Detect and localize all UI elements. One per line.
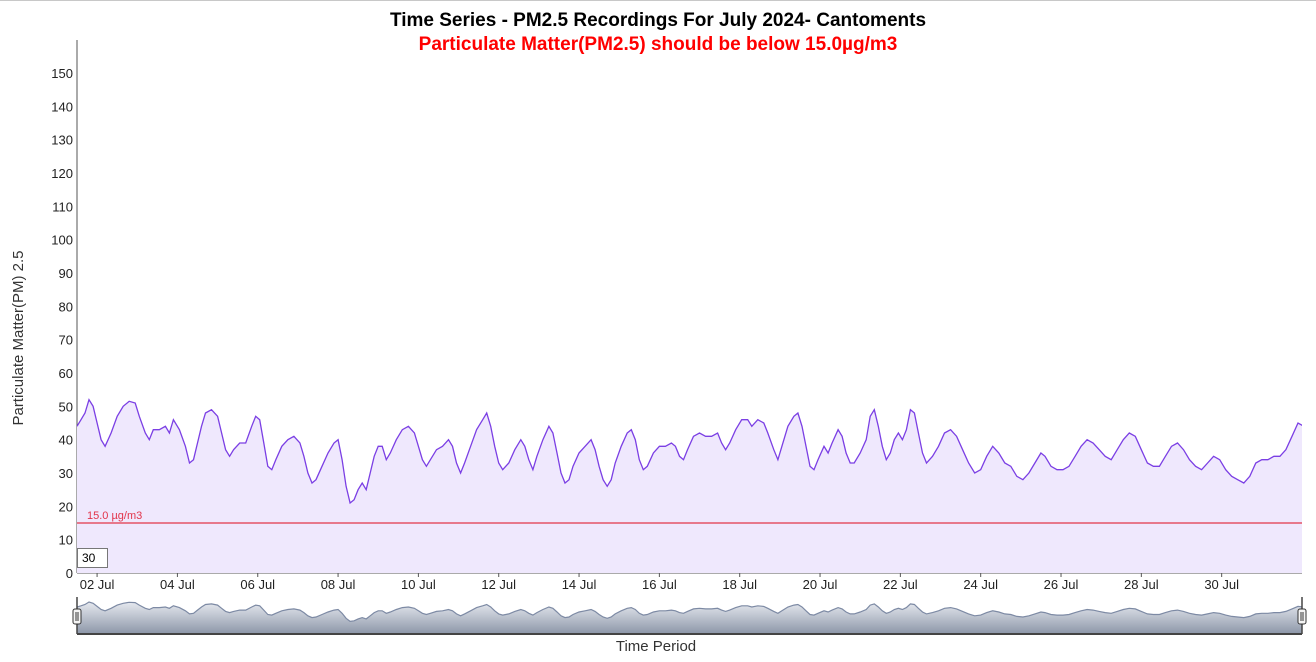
pm25-area [77,399,1302,573]
chart-subtitle: Particulate Matter(PM2.5) should be belo… [418,34,898,55]
x-tick-label: 18 Jul [722,577,757,592]
plot-area: 15.0 µg/m3 [77,398,1302,573]
x-tick-label: 06 Jul [240,577,275,592]
x-tick-label: 02 Jul [80,577,115,592]
x-axis-label: Time Period [616,638,696,655]
x-tick-label: 28 Jul [1124,577,1159,592]
range-input[interactable]: 30 [77,548,108,568]
x-tick-label: 04 Jul [160,577,195,592]
navigator-area [77,602,1302,634]
y-tick-label: 120 [51,166,73,181]
x-tick-label: 16 Jul [642,577,677,592]
pm25-line [77,398,1302,505]
chart-title: Time Series - PM2.5 Recordings For July … [389,10,927,31]
y-tick-label: 40 [59,433,73,448]
x-tick-label: 30 Jul [1204,577,1239,592]
x-tick-label: 24 Jul [963,577,998,592]
y-tick-label: 70 [59,333,73,348]
y-tick-label: 130 [51,133,73,148]
y-axis-label: Particulate Matter(PM) 2.5 [10,250,27,425]
x-tick-label: 14 Jul [562,577,597,592]
range-navigator[interactable] [72,597,1316,635]
x-axis: 02 Jul 04 Jul 06 Jul 08 Jul 10 Jul 12 Jul 14 J… [77,572,1302,592]
navigator-handle-right[interactable] [1297,608,1307,625]
y-tick-label: 90 [59,266,73,281]
x-tick-label: 08 Jul [321,577,356,592]
top-border [0,0,1316,1]
y-tick-label: 100 [51,233,73,248]
x-tick-label: 20 Jul [803,577,838,592]
y-axis: 0 10 20 30 40 50 60 70 80 90 100 110 120 130 140 150 [51,40,78,581]
y-tick-label: 80 [59,299,73,314]
x-tick-label: 26 Jul [1044,577,1079,592]
y-tick-label: 150 [51,66,73,81]
x-tick-label: 22 Jul [883,577,918,592]
y-tick-label: 0 [66,566,73,581]
y-tick-label: 50 [59,399,73,414]
x-tick-label: 10 Jul [401,577,436,592]
y-tick-label: 20 [59,499,73,514]
y-tick-label: 30 [59,466,73,481]
navigator-line [77,601,1302,623]
x-tick-label: 12 Jul [481,577,516,592]
y-tick-label: 110 [52,199,73,214]
threshold-label: 15.0 µg/m3 [87,510,142,522]
y-tick-label: 140 [51,99,73,114]
y-tick-label: 10 [59,533,73,548]
y-tick-label: 60 [59,366,73,381]
navigator-handle-left[interactable] [72,608,82,625]
